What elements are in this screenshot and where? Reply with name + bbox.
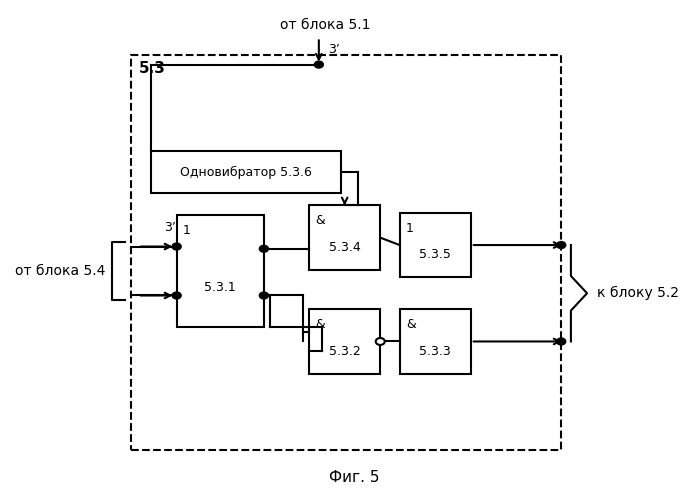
- Text: &: &: [316, 318, 325, 331]
- Text: 3’: 3’: [329, 44, 341, 56]
- Text: 5.3.5: 5.3.5: [419, 248, 451, 261]
- Circle shape: [314, 61, 323, 68]
- Text: 5.3.3: 5.3.3: [419, 344, 451, 358]
- Circle shape: [557, 338, 566, 345]
- Text: Одновибратор 5.3.6: Одновибратор 5.3.6: [180, 166, 312, 178]
- Circle shape: [172, 243, 181, 250]
- Text: &: &: [406, 318, 416, 331]
- FancyBboxPatch shape: [400, 213, 471, 277]
- Text: 5.3: 5.3: [139, 60, 166, 76]
- Text: к блоку 5.2: к блоку 5.2: [597, 286, 679, 300]
- Text: 1: 1: [183, 224, 191, 237]
- Text: 5.3.1: 5.3.1: [204, 281, 236, 294]
- FancyBboxPatch shape: [400, 310, 471, 374]
- FancyBboxPatch shape: [177, 216, 264, 326]
- Text: 5.3.4: 5.3.4: [329, 241, 361, 254]
- Text: Фиг. 5: Фиг. 5: [329, 470, 379, 485]
- Circle shape: [259, 246, 268, 252]
- Text: от блока 5.4: от блока 5.4: [15, 264, 106, 278]
- Text: от блока 5.1: от блока 5.1: [280, 18, 370, 32]
- Text: 5.3.2: 5.3.2: [329, 344, 361, 358]
- FancyBboxPatch shape: [309, 206, 380, 270]
- Circle shape: [259, 292, 268, 299]
- Text: &: &: [316, 214, 325, 228]
- Text: 1: 1: [406, 222, 414, 235]
- FancyBboxPatch shape: [309, 310, 380, 374]
- Circle shape: [557, 242, 566, 248]
- Circle shape: [376, 338, 385, 345]
- Text: 3’: 3’: [164, 221, 176, 234]
- FancyBboxPatch shape: [151, 151, 341, 193]
- Circle shape: [172, 292, 181, 299]
